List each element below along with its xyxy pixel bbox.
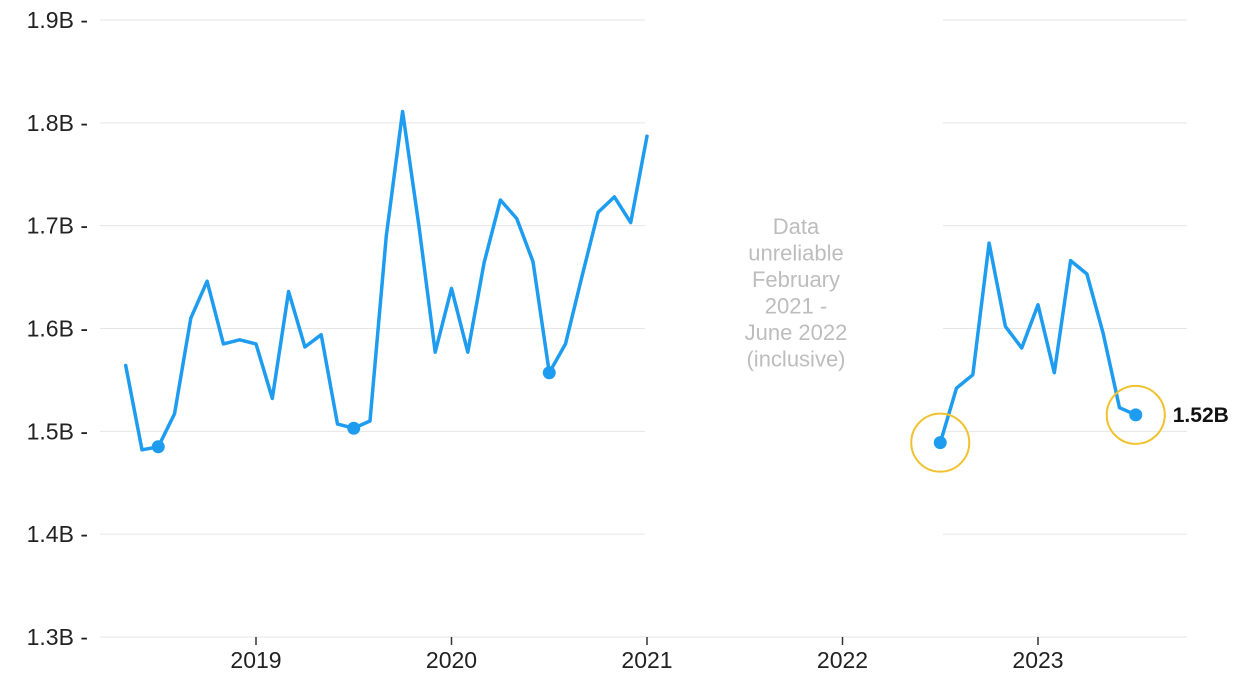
- gap-note-line: unreliable: [748, 241, 843, 266]
- data-point-marker: [1129, 408, 1143, 422]
- y-tick-label: 1.6B -: [27, 316, 88, 342]
- y-tick-label: 1.7B -: [27, 213, 88, 239]
- highlight-ring: [910, 412, 971, 473]
- data-point-marker: [933, 436, 947, 450]
- highlight-ring: [1105, 384, 1166, 445]
- y-tick-label: 1.9B -: [27, 7, 88, 33]
- data-point-marker: [347, 421, 361, 435]
- x-tick-label: 2019: [230, 647, 281, 671]
- series-line: [123, 109, 649, 452]
- gap-note-line: June 2022: [745, 320, 848, 345]
- data-point-marker: [542, 366, 556, 380]
- gap-note-line: February: [752, 267, 840, 292]
- series-line: [938, 241, 1138, 445]
- gap-note-line: 2021 -: [765, 294, 827, 319]
- y-tick-label: 1.4B -: [27, 521, 88, 547]
- x-tick-label: 2020: [426, 647, 477, 671]
- y-tick-label: 1.5B -: [27, 418, 88, 444]
- data-point-marker: [151, 440, 165, 454]
- x-tick-label: 2022: [817, 647, 868, 671]
- x-tick-label: 2023: [1012, 647, 1063, 671]
- gap-note-line: Data: [773, 214, 820, 239]
- x-tick-label: 2021: [621, 647, 672, 671]
- y-tick-label: 1.3B -: [27, 624, 88, 650]
- gap-note-line: (inclusive): [746, 347, 845, 372]
- y-tick-label: 1.8B -: [27, 110, 88, 136]
- end-value-label: 1.52B: [1173, 404, 1229, 427]
